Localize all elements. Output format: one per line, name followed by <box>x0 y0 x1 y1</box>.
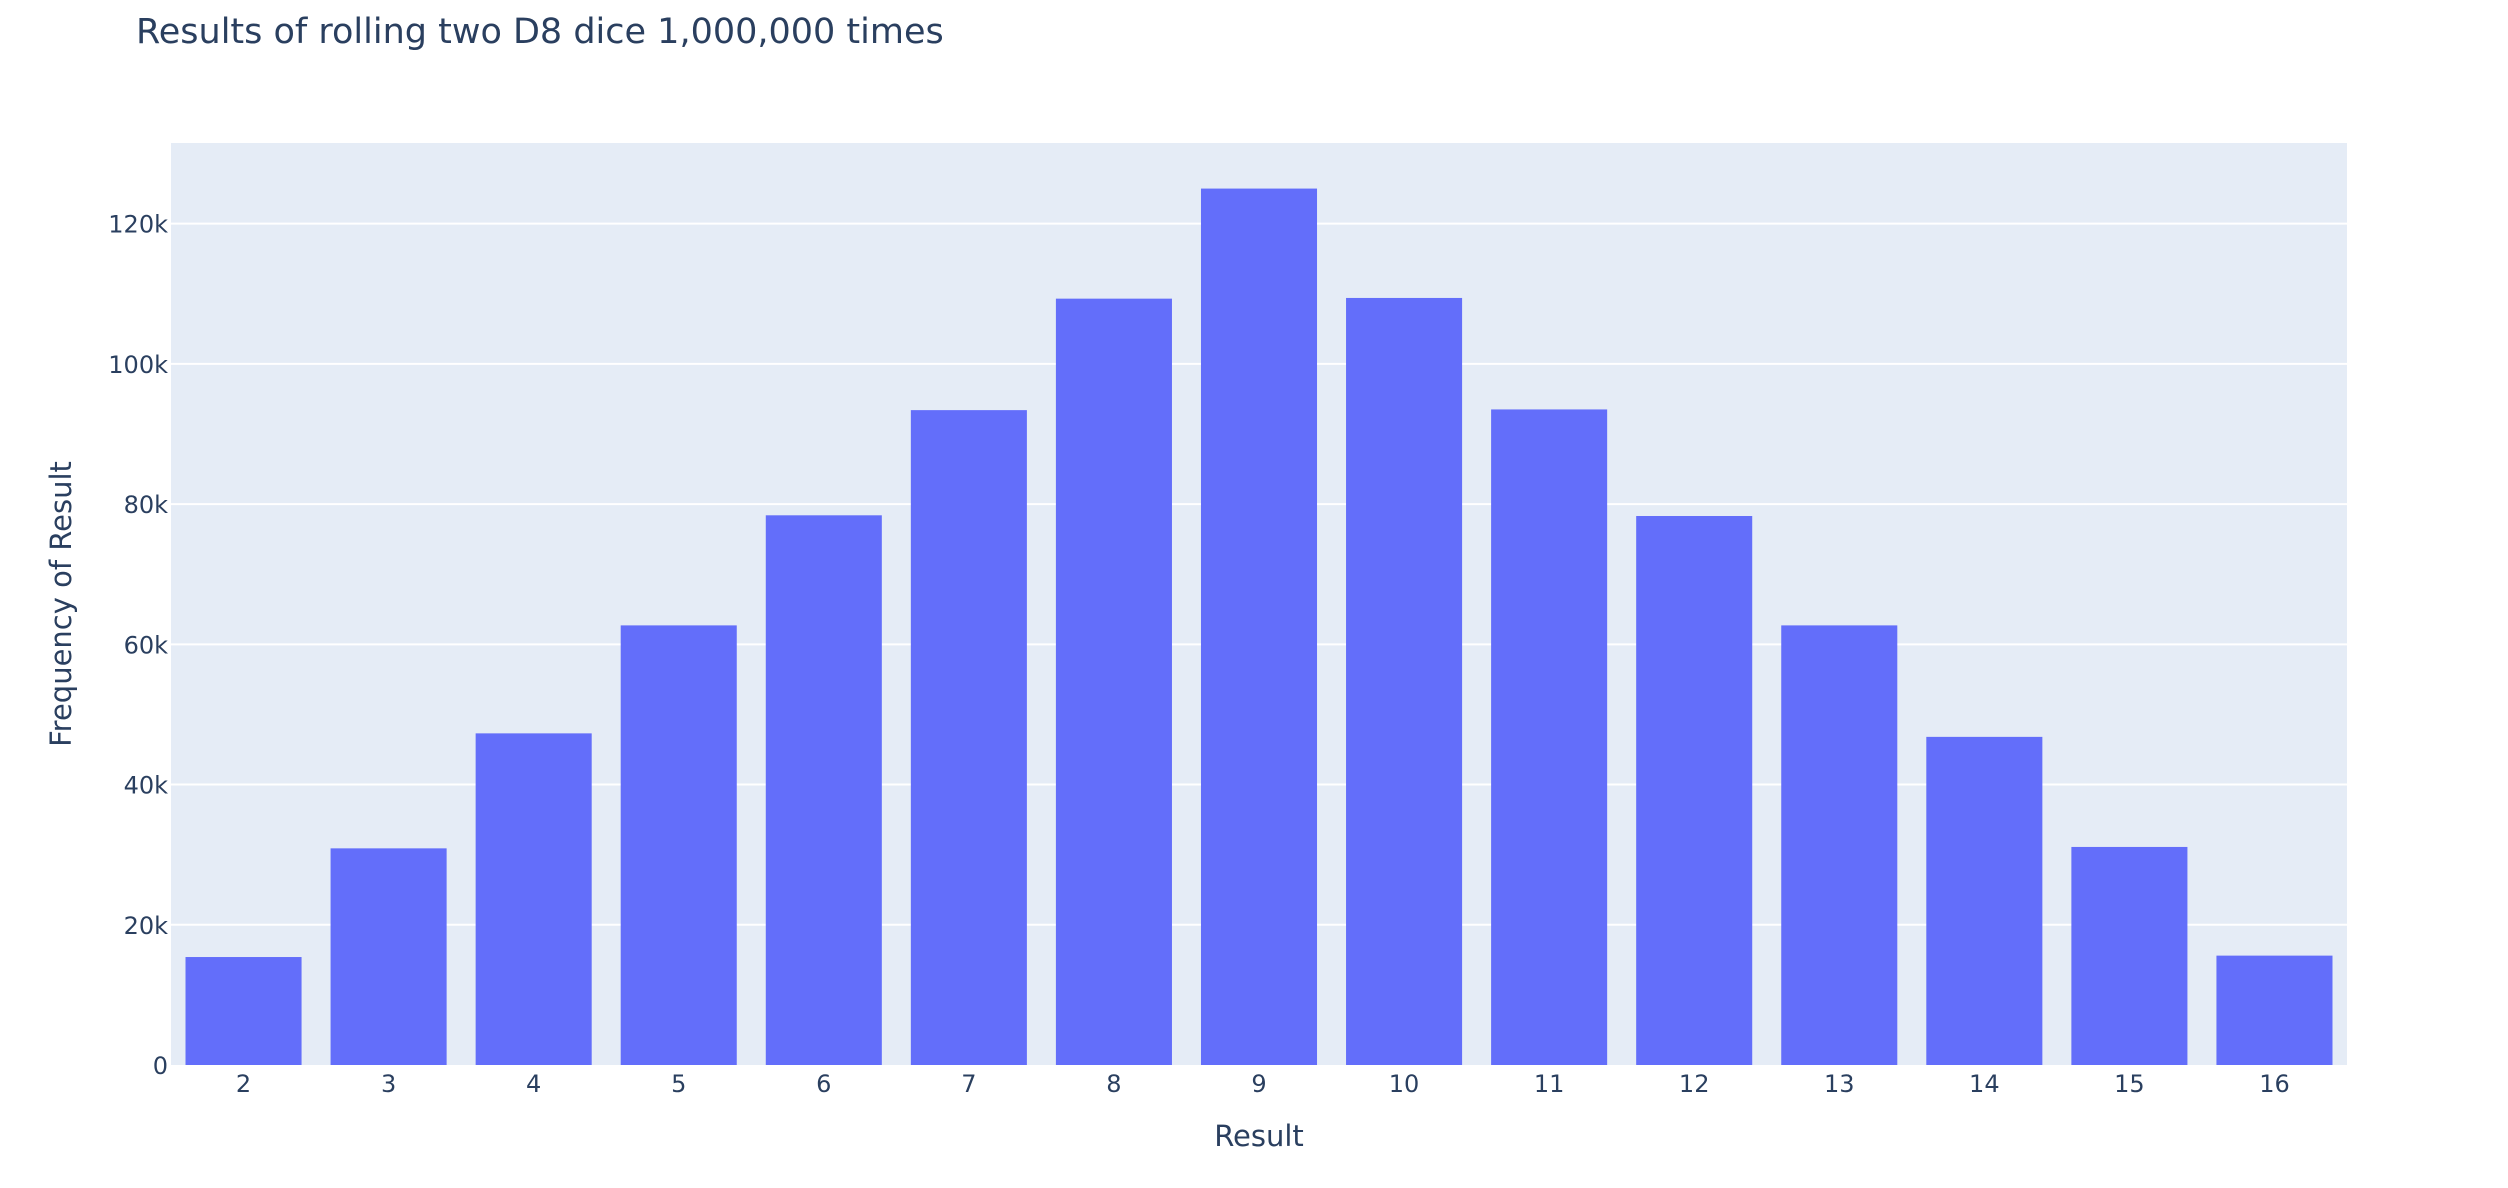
bar-16 <box>2216 955 2333 1065</box>
y-tick-label: 20k <box>124 912 169 940</box>
y-tick-label: 120k <box>108 211 168 239</box>
y-axis-ticks: 0 20k 40k 60k 80k 100k 120k <box>108 211 168 1080</box>
bar-12 <box>1636 516 1753 1065</box>
x-tick-label: 5 <box>671 1070 686 1098</box>
x-axis-title: Result <box>1214 1119 1304 1153</box>
x-tick-label: 15 <box>2114 1070 2145 1098</box>
x-tick-label: 8 <box>1106 1070 1121 1098</box>
bar-5 <box>620 625 737 1065</box>
chart-title: Results of rolling two D8 dice 1,000,000… <box>136 12 944 52</box>
x-tick-label: 13 <box>1824 1070 1855 1098</box>
y-tick-label: 40k <box>124 772 169 800</box>
bar-13 <box>1781 625 1898 1065</box>
x-tick-label: 11 <box>1534 1070 1565 1098</box>
x-tick-label: 10 <box>1389 1070 1420 1098</box>
x-tick-label: 16 <box>2259 1070 2290 1098</box>
bar-3 <box>330 848 447 1065</box>
y-tick-label: 80k <box>124 491 169 519</box>
bar-14 <box>1926 736 2043 1065</box>
y-axis-title: Frequency of Result <box>44 461 78 747</box>
x-tick-label: 3 <box>381 1070 396 1098</box>
x-tick-label: 12 <box>1679 1070 1710 1098</box>
x-tick-label: 7 <box>961 1070 976 1098</box>
y-tick-label: 0 <box>153 1052 168 1080</box>
bar-4 <box>475 733 592 1065</box>
y-tick-label: 100k <box>108 351 168 379</box>
bar-10 <box>1346 297 1463 1065</box>
x-tick-label: 14 <box>1969 1070 2000 1098</box>
x-tick-label: 2 <box>236 1070 251 1098</box>
bar-7 <box>910 410 1027 1065</box>
x-tick-label: 4 <box>526 1070 541 1098</box>
x-axis-ticks: 2 3 4 5 6 7 8 9 10 11 12 13 14 15 16 <box>236 1070 2290 1098</box>
bar-9 <box>1200 188 1318 1065</box>
x-tick-label: 9 <box>1251 1070 1266 1098</box>
bar-15 <box>2071 846 2188 1065</box>
y-tick-label: 60k <box>124 631 169 659</box>
x-tick-label: 6 <box>816 1070 831 1098</box>
bar-2 <box>185 957 302 1065</box>
bar-11 <box>1491 409 1608 1065</box>
bar-6 <box>765 515 882 1065</box>
bars <box>185 188 2333 1066</box>
bar-8 <box>1055 298 1172 1066</box>
